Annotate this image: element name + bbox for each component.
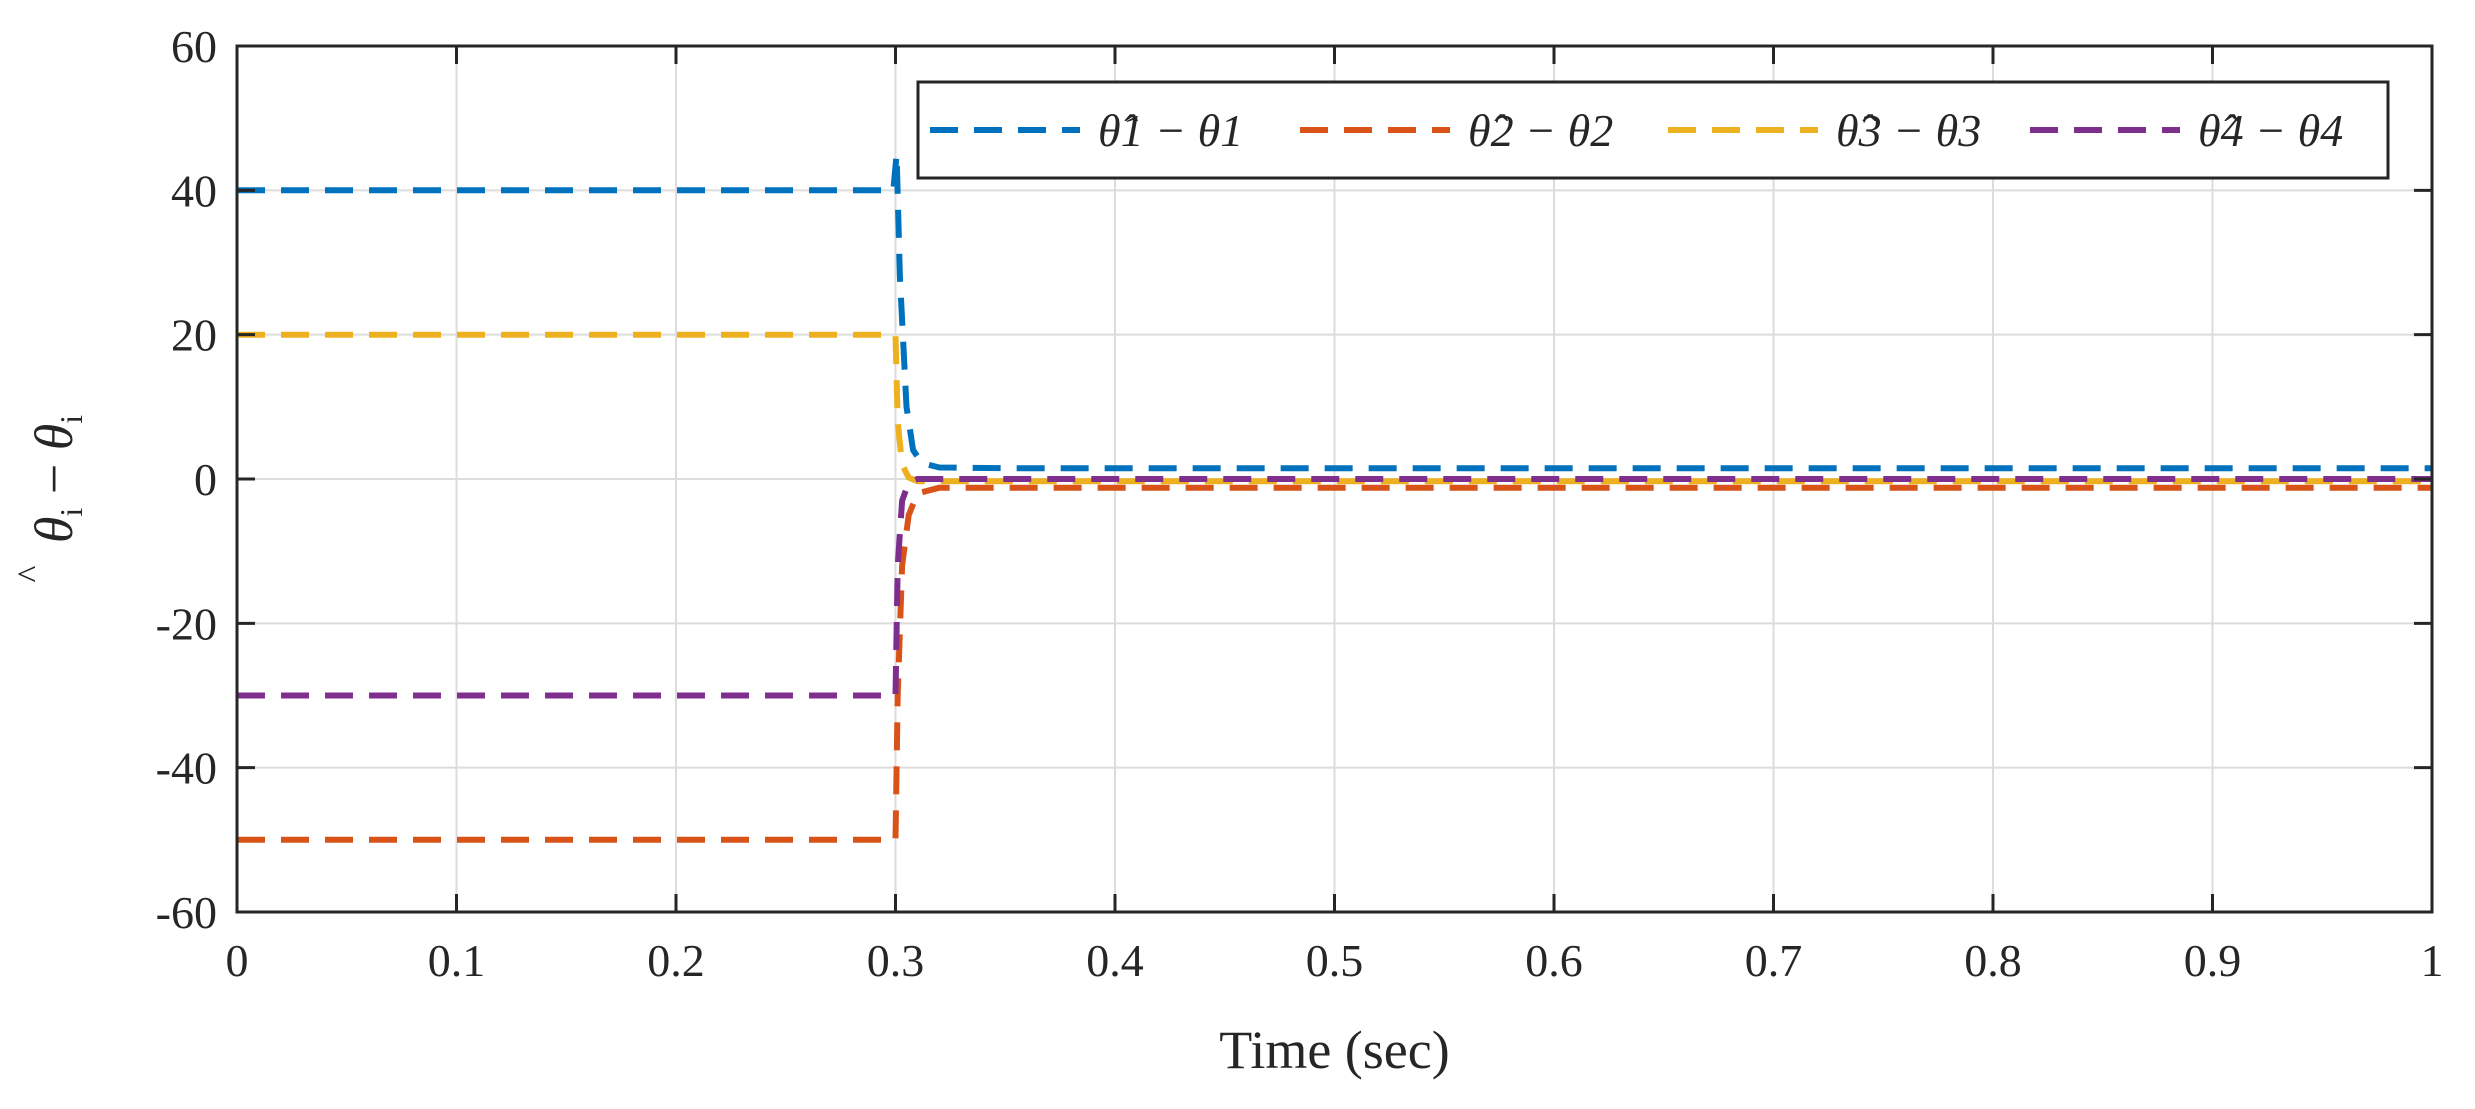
y-axis-label-text: θi − θi	[24, 415, 89, 543]
x-tick-label: 0.4	[1086, 935, 1144, 986]
y-axis-label-sub-2: i	[53, 415, 89, 424]
series-line-3	[237, 331, 2432, 485]
x-tick-label: 0.6	[1525, 935, 1583, 986]
series-line-1	[237, 151, 2432, 472]
y-tick-labels: -60 -40 -20 0 20 40 60	[156, 21, 217, 938]
legend-entry-2: θ̂2 − θ2	[1468, 105, 1613, 156]
x-tick-label: 0.3	[867, 935, 925, 986]
series-group	[237, 151, 2432, 843]
legend-entry-3: θ̂3 − θ3	[1836, 105, 1981, 156]
y-tick-label: -60	[156, 887, 217, 938]
y-axis-label-hat: ^	[10, 565, 50, 582]
x-tick-label: 0.2	[647, 935, 705, 986]
x-tick-label: 0.7	[1745, 935, 1803, 986]
x-axis-label: Time (sec)	[1219, 1020, 1449, 1080]
ticks	[235, 44, 2434, 914]
y-axis-label-theta: θ	[24, 424, 84, 451]
legend-entry-4: θ̂4 − θ4	[2198, 105, 2343, 156]
x-tick-label: 0.8	[1964, 935, 2022, 986]
x-tick-labels: 0 0.1 0.2 0.3 0.4 0.5 0.6 0.7 0.8 0.9 1	[226, 935, 2444, 986]
x-tick-label: 0.9	[2184, 935, 2242, 986]
y-tick-label: -20	[156, 598, 217, 649]
y-tick-label: 0	[194, 454, 217, 505]
series-line-4	[237, 476, 2432, 699]
y-tick-label: 40	[171, 165, 217, 216]
x-tick-label: 0.1	[428, 935, 486, 986]
x-tick-label: 0.5	[1306, 935, 1364, 986]
legend-box	[916, 80, 2390, 180]
legend-entry-1: θ̂1 − θ1	[1098, 105, 1243, 156]
y-tick-label: -40	[156, 743, 217, 794]
legend: θ̂1 − θ1 θ̂2 − θ2 θ̂3 − θ3 θ̂4 − θ4	[916, 80, 2390, 180]
x-tick-label: 0	[226, 935, 249, 986]
y-axis-label: θi − θi ^	[10, 415, 89, 583]
y-axis-label-sub-1: i	[53, 508, 89, 517]
y-tick-label: 60	[171, 21, 217, 72]
x-tick-label: 1	[2421, 935, 2444, 986]
series-line-2	[237, 484, 2432, 843]
y-tick-label: 20	[171, 310, 217, 361]
y-axis-label-theta-hat: θ	[24, 517, 84, 544]
y-axis-label-minus: −	[24, 450, 84, 507]
